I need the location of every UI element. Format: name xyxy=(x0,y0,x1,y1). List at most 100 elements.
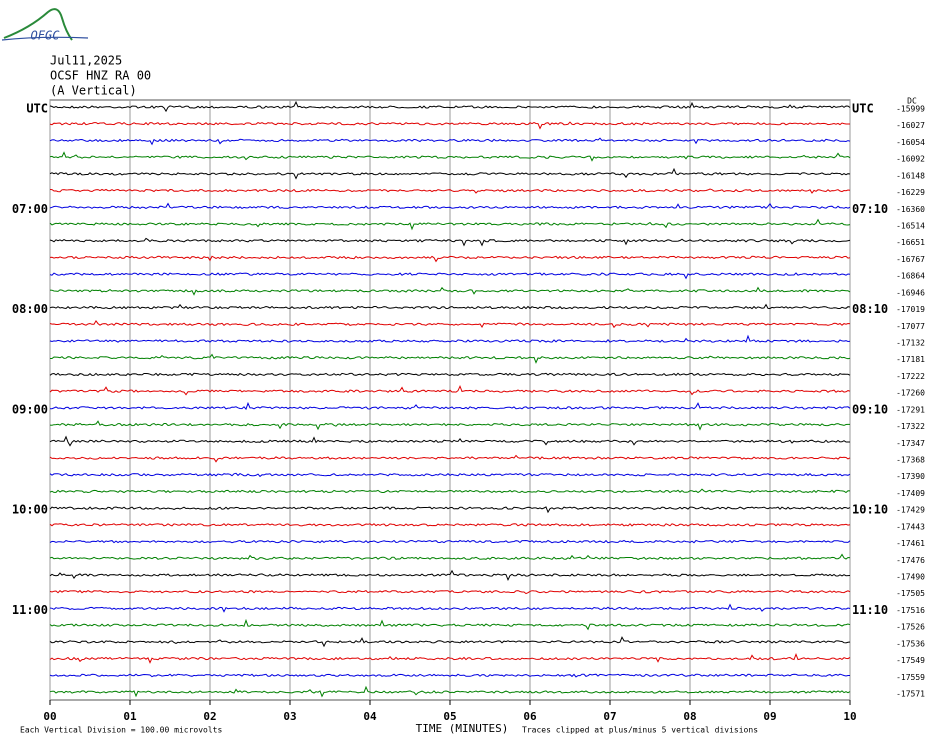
station: OCSF HNZ RA 00 xyxy=(50,69,151,83)
logo: OFGC xyxy=(1,8,89,43)
trace-offset: -15999 xyxy=(896,105,925,114)
trace-offset: -16027 xyxy=(896,121,925,130)
trace-offset: -16864 xyxy=(896,272,925,281)
trace-offset: -16092 xyxy=(896,155,925,164)
date: Jul11,2025 xyxy=(50,54,122,68)
trace-offset: -17019 xyxy=(896,305,925,314)
trace xyxy=(49,488,851,494)
trace-offset: -17559 xyxy=(896,673,925,682)
trace-offset: -17476 xyxy=(896,556,925,565)
trace xyxy=(49,151,851,162)
trace xyxy=(49,137,851,146)
right-time-label: 08:10 xyxy=(852,302,888,316)
trace xyxy=(49,218,851,231)
x-tick-label: 09 xyxy=(763,710,776,723)
trace xyxy=(49,523,851,527)
trace xyxy=(49,334,851,343)
right-time-label: 11:10 xyxy=(852,603,888,617)
trace-offset: -17132 xyxy=(896,339,925,348)
trace-offset: -17347 xyxy=(896,439,925,448)
trace-offset: -17409 xyxy=(896,489,925,498)
trace-offset: -17490 xyxy=(896,573,925,582)
trace xyxy=(49,636,851,648)
trace xyxy=(49,454,851,463)
left-time-label: 08:00 xyxy=(12,302,48,316)
trace-offset: -17526 xyxy=(896,623,925,632)
clip-note: Traces clipped at plus/minus 5 vertical … xyxy=(522,726,758,735)
scale-note: Each Vertical Division = 100.00 microvol… xyxy=(20,726,222,735)
trace-offset: -17260 xyxy=(896,389,925,398)
trace xyxy=(50,401,851,411)
trace-offset: -17368 xyxy=(896,456,925,465)
right-time-label: 07:10 xyxy=(852,202,888,216)
trace xyxy=(49,553,851,561)
trace xyxy=(49,272,851,280)
trace xyxy=(49,286,851,296)
logo-text: OFGC xyxy=(31,29,61,43)
trace-offset: -16148 xyxy=(896,171,925,180)
trace-offset: -16360 xyxy=(896,205,925,214)
trace xyxy=(49,589,851,595)
trace xyxy=(49,319,851,329)
trace xyxy=(49,188,851,194)
trace-offset: -16514 xyxy=(896,222,925,231)
x-tick-label: 04 xyxy=(363,710,377,723)
trace-offset: -16054 xyxy=(896,138,925,147)
trace xyxy=(49,472,851,478)
left-time-label: UTC xyxy=(26,102,48,116)
trace xyxy=(49,420,850,431)
x-tick-label: 05 xyxy=(443,710,456,723)
trace-offset: -17571 xyxy=(896,690,925,699)
trace xyxy=(49,618,851,631)
trace-offset: -16651 xyxy=(896,238,925,247)
x-tick-label: 03 xyxy=(283,710,296,723)
trace xyxy=(49,255,851,263)
x-tick-label: 10 xyxy=(843,710,856,723)
left-time-label: 07:00 xyxy=(12,202,48,216)
trace xyxy=(49,167,851,180)
trace-offset: -17549 xyxy=(896,656,925,665)
left-time-label: 10:00 xyxy=(12,503,48,517)
x-tick-label: 00 xyxy=(43,710,56,723)
trace-offset: -17461 xyxy=(896,539,925,548)
trace xyxy=(49,303,851,310)
trace xyxy=(49,569,851,582)
trace xyxy=(49,506,851,514)
left-time-label: 09:00 xyxy=(12,402,48,416)
trace-offset: -17222 xyxy=(896,372,925,381)
trace-offset: -17429 xyxy=(896,506,925,515)
offset-header: DC xyxy=(907,97,917,106)
trace-offset: -16767 xyxy=(896,255,925,264)
x-tick-label: 01 xyxy=(123,710,137,723)
trace-offset: -17536 xyxy=(896,639,925,648)
x-tick-label: 08 xyxy=(683,710,696,723)
right-time-label: UTC xyxy=(852,102,874,116)
x-tick-label: 07 xyxy=(603,710,616,723)
trace xyxy=(50,353,851,364)
trace xyxy=(49,237,851,247)
trace xyxy=(49,121,850,130)
trace-offset: -17390 xyxy=(896,472,925,481)
trace-offset: -17516 xyxy=(896,606,925,615)
trace xyxy=(49,100,851,113)
trace-offset: -16229 xyxy=(896,188,925,197)
trace xyxy=(49,539,851,544)
trace-offset: -17322 xyxy=(896,422,925,431)
trace xyxy=(49,385,851,396)
left-time-label: 11:00 xyxy=(12,603,48,617)
trace xyxy=(49,603,851,613)
trace xyxy=(49,673,850,678)
x-axis-label: TIME (MINUTES) xyxy=(416,722,509,735)
trace xyxy=(49,653,851,664)
trace-offset: -17505 xyxy=(896,589,925,598)
trace xyxy=(49,372,851,377)
right-time-label: 10:10 xyxy=(852,503,888,517)
trace xyxy=(49,202,851,210)
trace-offset: -16946 xyxy=(896,288,925,297)
trace xyxy=(49,435,850,447)
trace-offset: -17291 xyxy=(896,405,925,414)
trace xyxy=(49,685,851,698)
x-tick-label: 02 xyxy=(203,710,216,723)
component: (A Vertical) xyxy=(50,84,137,98)
